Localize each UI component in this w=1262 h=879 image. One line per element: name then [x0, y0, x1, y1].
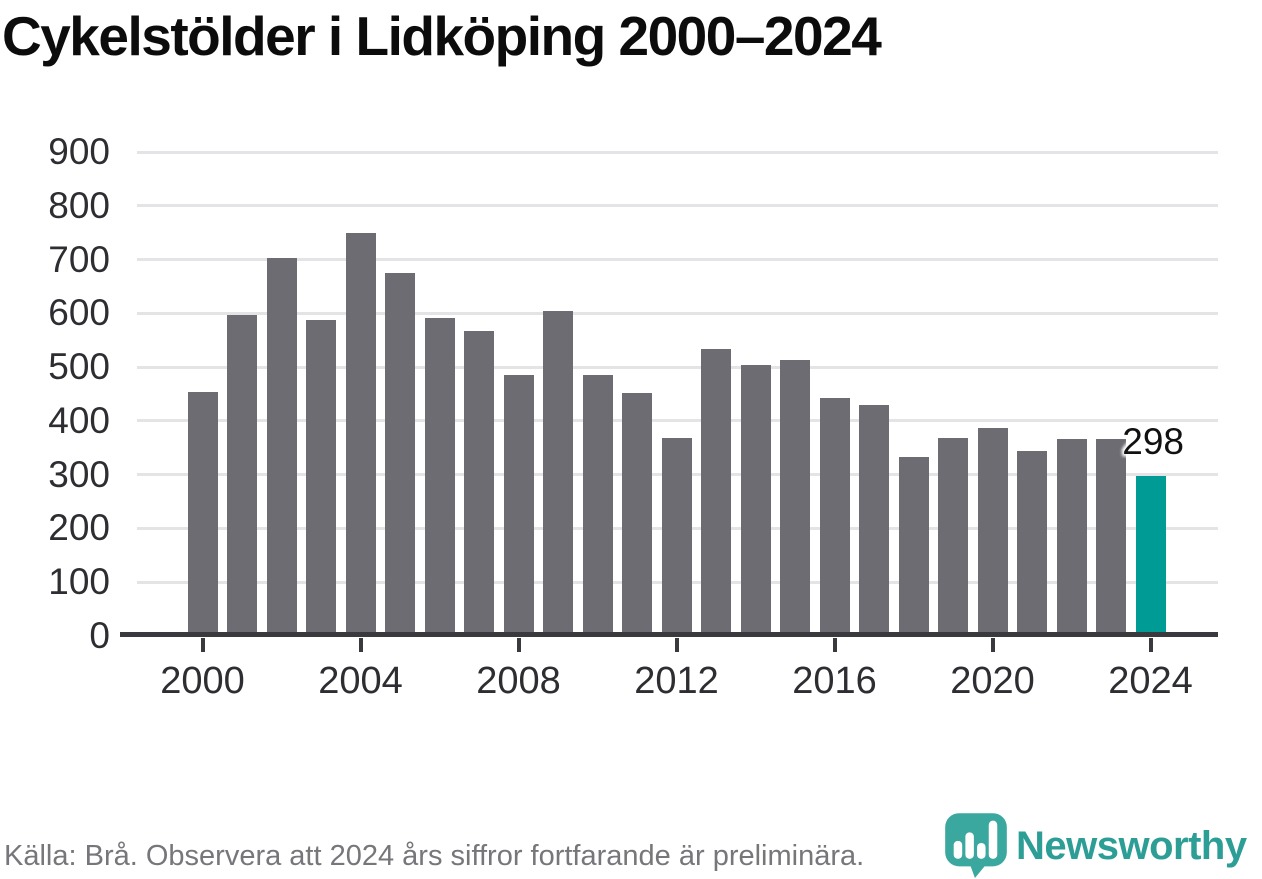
x-axis-tick [200, 638, 205, 652]
bar [859, 404, 889, 636]
bar [1096, 439, 1126, 636]
bar [227, 315, 257, 636]
bar [306, 319, 336, 636]
bar [1056, 438, 1087, 636]
x-axis-tick [358, 638, 363, 652]
bar-chart-bubble-icon [942, 810, 1010, 879]
gridline [137, 365, 1218, 369]
bar [266, 258, 297, 636]
bar [543, 310, 573, 636]
x-axis-tick [1148, 638, 1153, 652]
bar [977, 427, 1008, 636]
chart-title: Cykelstölder i Lidköping 2000–2024 [2, 5, 882, 67]
brand-name: Newsworthy [1016, 824, 1247, 868]
y-axis-tick-label: 100 [48, 561, 110, 603]
bar [1017, 451, 1047, 636]
x-axis-tick [516, 638, 521, 652]
y-axis-tick-label: 300 [48, 453, 110, 495]
y-axis-tick-label: 400 [48, 399, 110, 441]
gridline [137, 311, 1218, 315]
bar-highlighted [1135, 475, 1166, 636]
y-axis-tick-label: 0 [89, 615, 110, 656]
bar [582, 374, 613, 636]
y-axis-tick-label: 500 [48, 346, 110, 388]
y-axis-tick-label: 900 [48, 131, 110, 172]
bar [464, 331, 494, 636]
x-axis-tick-label: 2000 [160, 660, 245, 702]
y-axis-tick-label: 700 [48, 238, 110, 280]
bar [503, 374, 534, 636]
y-axis-tick-label: 200 [48, 507, 110, 549]
x-axis-tick-label: 2016 [792, 660, 877, 702]
x-axis-tick [990, 638, 995, 652]
y-axis-tick-label: 800 [48, 184, 110, 226]
gridline [137, 204, 1218, 208]
bar [661, 437, 692, 636]
bar [424, 317, 455, 636]
bar [345, 232, 376, 636]
bar-value-annotation: 298 [1122, 421, 1184, 462]
x-axis-tick-label: 2020 [950, 660, 1035, 702]
x-axis-line [120, 632, 1218, 637]
gridline [137, 150, 1218, 154]
gridline [137, 419, 1218, 423]
y-axis-tick-label: 600 [48, 292, 110, 334]
x-axis-tick-label: 2012 [634, 660, 719, 702]
bar [187, 392, 218, 636]
x-axis-tick [832, 638, 837, 652]
bar [701, 349, 731, 636]
x-axis-tick-label: 2008 [476, 660, 561, 702]
x-axis-tick [674, 638, 679, 652]
bar [622, 392, 652, 636]
x-axis-tick-label: 2024 [1108, 660, 1193, 702]
source-note: Källa: Brå. Observera att 2024 års siffr… [4, 840, 865, 872]
bar [898, 456, 929, 636]
bar [740, 365, 771, 636]
gridline [137, 258, 1218, 262]
bar [819, 397, 850, 636]
bar [385, 273, 415, 636]
brand-logo: Newsworthy [942, 810, 1247, 879]
x-axis-tick-label: 2004 [318, 660, 403, 702]
bar [780, 360, 810, 636]
bar [938, 438, 968, 636]
